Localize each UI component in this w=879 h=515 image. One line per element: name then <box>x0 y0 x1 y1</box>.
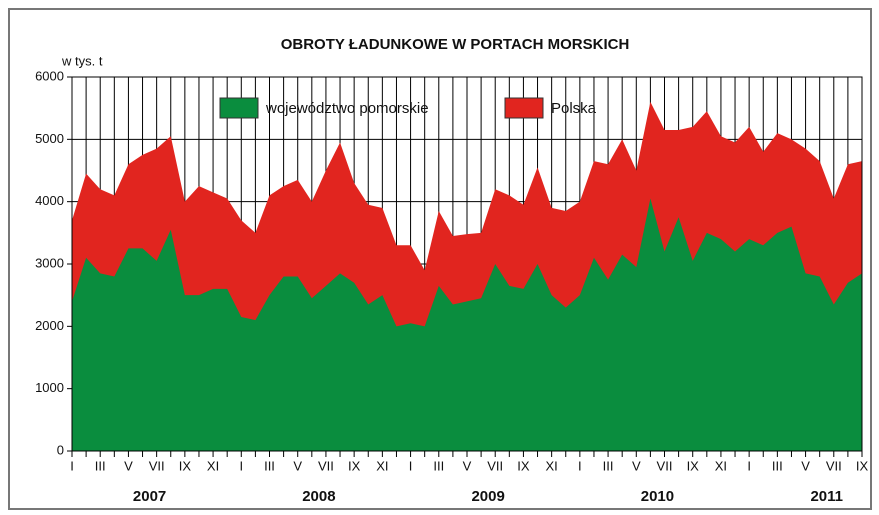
x-tick-label: I <box>70 458 74 473</box>
x-tick-label: I <box>747 458 751 473</box>
y-tick-label: 3000 <box>35 255 64 270</box>
x-tick-label: VII <box>318 458 334 473</box>
year-label: 2010 <box>641 488 674 505</box>
x-tick-label: V <box>801 458 810 473</box>
legend-swatch <box>504 97 544 119</box>
x-tick-label: III <box>95 458 106 473</box>
x-tick-label: IX <box>856 458 869 473</box>
x-tick-label: IX <box>517 458 530 473</box>
y-tick-label: 5000 <box>35 131 64 146</box>
area <box>72 198 862 451</box>
legend-swatch <box>219 97 259 119</box>
plot-border <box>71 76 863 452</box>
y-tick-label: 0 <box>57 442 64 457</box>
x-tick-label: I <box>409 458 413 473</box>
x-tick-label: VII <box>149 458 165 473</box>
year-label: 2007 <box>133 488 166 505</box>
x-tick-label: XI <box>715 458 727 473</box>
legend-label: województwo pomorskie <box>265 100 429 117</box>
x-tick-label: V <box>293 458 302 473</box>
year-label: 2008 <box>302 488 335 505</box>
y-tick-label: 4000 <box>35 193 64 208</box>
x-tick-label: I <box>578 458 582 473</box>
year-label: 2009 <box>471 488 504 505</box>
y-tick-label: 6000 <box>35 68 64 83</box>
legend-label: Polska <box>551 100 597 117</box>
chart-title: OBROTY ŁADUNKOWE W PORTACH MORSKICH <box>281 36 630 53</box>
x-tick-label: IX <box>348 458 361 473</box>
x-tick-label: III <box>772 458 783 473</box>
x-tick-label: VII <box>487 458 503 473</box>
x-tick-label: IX <box>687 458 700 473</box>
x-tick-label: III <box>264 458 275 473</box>
y-tick-label: 1000 <box>35 380 64 395</box>
x-tick-label: VII <box>826 458 842 473</box>
x-tick-label: III <box>433 458 444 473</box>
x-tick-label: XI <box>207 458 219 473</box>
x-tick-label: IX <box>179 458 192 473</box>
x-tick-label: XI <box>545 458 557 473</box>
x-tick-label: V <box>463 458 472 473</box>
x-tick-label: V <box>632 458 641 473</box>
y-axis-label: w tys. t <box>61 53 103 68</box>
x-tick-label: V <box>124 458 133 473</box>
x-tick-label: XI <box>376 458 388 473</box>
year-label: 2011 <box>810 488 843 505</box>
y-tick-label: 2000 <box>35 318 64 333</box>
x-tick-label: I <box>239 458 243 473</box>
x-tick-label: VII <box>657 458 673 473</box>
x-tick-label: III <box>603 458 614 473</box>
